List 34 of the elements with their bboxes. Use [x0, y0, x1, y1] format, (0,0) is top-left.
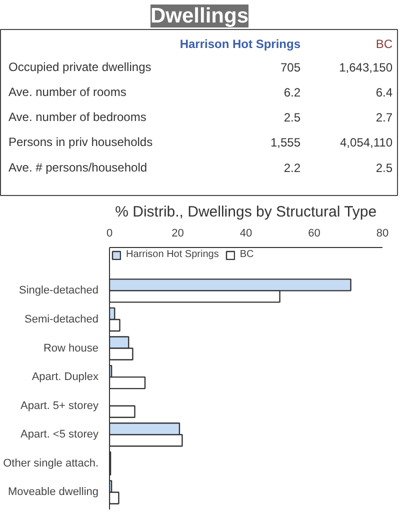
text: 2.2 [284, 160, 301, 175]
y-tick-label: Apart. <5 storey [20, 428, 99, 441]
text: 2.5 [376, 160, 393, 175]
text: 1,643,150 [339, 60, 393, 75]
y-tick-label: Moveable dwelling [8, 486, 98, 498]
text: Harrison Hot Springs [180, 37, 301, 52]
x-tick-label: 0 [106, 228, 113, 240]
legend-label: Harrison Hot Springs [126, 249, 219, 260]
chart-title: % Distrib., Dwellings by Structural Type [115, 204, 377, 220]
y-tick-label: Apart. 5+ storey [20, 400, 99, 412]
text: 1,555 [270, 136, 301, 150]
text: 2.7 [376, 110, 393, 125]
text: 705 [280, 60, 301, 75]
text: 6.4 [376, 86, 393, 100]
text: Dwellings [150, 4, 249, 28]
x-tick-label: 20 [172, 228, 184, 240]
text: BC [376, 37, 393, 52]
y-tick-label: Row house [43, 342, 99, 354]
text: 2.5 [284, 110, 301, 125]
y-tick-label: Other single attach. [3, 457, 99, 470]
text: 4,054,110 [340, 136, 393, 150]
text: Ave. number of bedrooms [8, 110, 146, 124]
text: Occupied private dwellings [8, 60, 152, 74]
y-tick-label: Semi-detached [24, 313, 99, 326]
x-tick-label: 80 [376, 228, 389, 240]
x-tick-label: 40 [240, 228, 252, 240]
y-tick-label: Apart. Duplex [32, 371, 99, 384]
y-tick-label: Single-detached [18, 284, 99, 297]
text: Ave. # persons/household [8, 160, 148, 174]
text: Ave. number of rooms [8, 85, 126, 100]
text: 6.2 [284, 86, 301, 100]
text: Persons in priv households [8, 135, 153, 150]
legend-label: BC [240, 249, 255, 260]
x-tick-label: 60 [308, 228, 320, 240]
